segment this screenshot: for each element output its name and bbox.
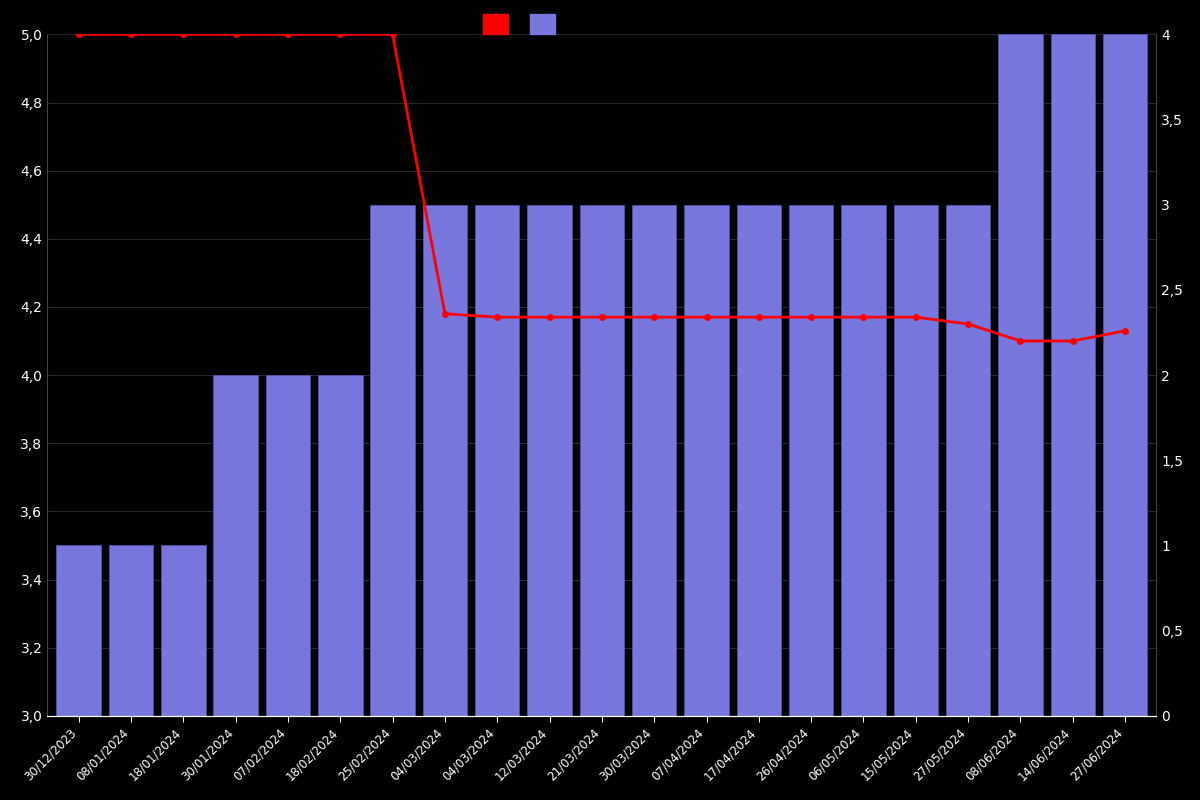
Bar	[788, 205, 833, 716]
Bar	[684, 205, 728, 716]
Bar	[214, 375, 258, 716]
Bar	[422, 205, 467, 716]
Legend: , : ,	[482, 14, 566, 34]
Bar	[998, 34, 1043, 716]
Bar	[371, 205, 415, 716]
Bar	[1103, 34, 1147, 716]
Bar	[946, 205, 990, 716]
Bar	[580, 205, 624, 716]
Bar	[109, 546, 154, 716]
Bar	[737, 205, 781, 716]
Bar	[56, 546, 101, 716]
Bar	[318, 375, 362, 716]
Bar	[1050, 34, 1094, 716]
Bar	[632, 205, 677, 716]
Bar	[841, 205, 886, 716]
Bar	[894, 205, 938, 716]
Bar	[265, 375, 310, 716]
Bar	[527, 205, 571, 716]
Bar	[161, 546, 205, 716]
Bar	[475, 205, 520, 716]
